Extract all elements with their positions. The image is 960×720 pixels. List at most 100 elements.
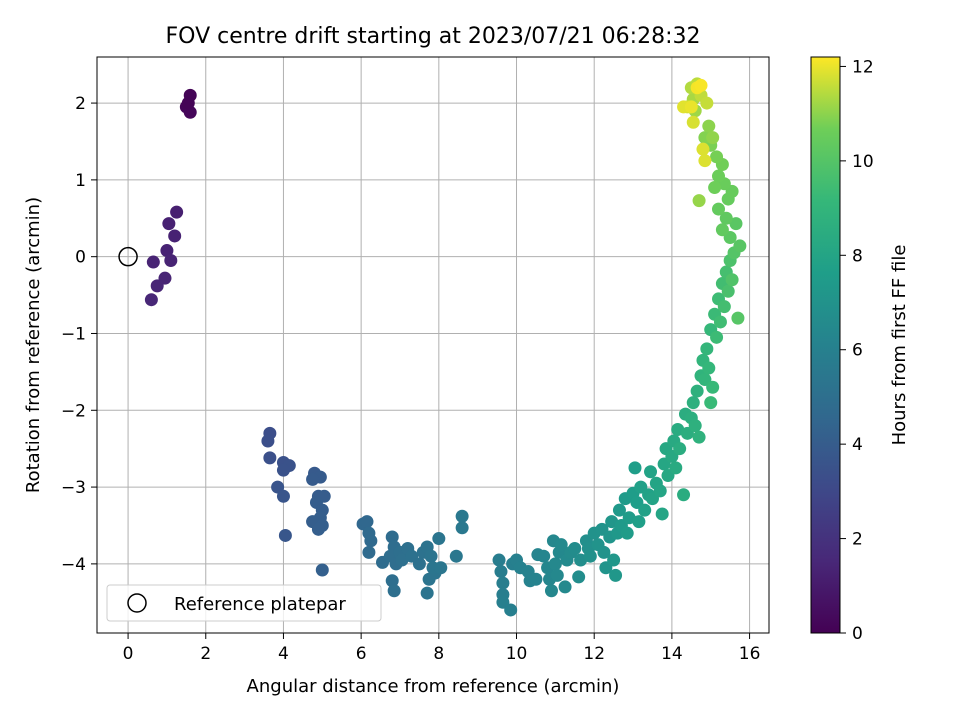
scatter-point xyxy=(550,568,564,582)
x-tick-label: 12 xyxy=(583,644,605,664)
reference-platepar-marker xyxy=(118,246,138,267)
scatter-point xyxy=(607,553,621,567)
scatter-point xyxy=(572,570,586,584)
x-tick-label: 14 xyxy=(661,644,683,664)
grid-lines xyxy=(97,57,769,633)
scatter-point xyxy=(717,300,731,314)
legend-box xyxy=(106,584,382,622)
scatter-point xyxy=(432,532,446,546)
scatter-point xyxy=(719,211,733,225)
colorbar-tick-label: 12 xyxy=(852,57,874,77)
plot-frame xyxy=(96,56,770,634)
scatter-point xyxy=(684,100,698,114)
scatter-point xyxy=(504,603,518,617)
scatter-point xyxy=(677,488,691,502)
scatter-point xyxy=(276,489,290,503)
scatter-point xyxy=(160,244,174,258)
legend: Reference platepar xyxy=(106,584,382,622)
scatter-point xyxy=(554,538,568,552)
scatter-point xyxy=(696,142,710,156)
scatter-point xyxy=(669,461,683,475)
y-tick-label: 2 xyxy=(75,94,86,114)
scatter-point xyxy=(655,507,669,521)
y-tick-label: −2 xyxy=(61,401,86,421)
scatter-point xyxy=(713,315,727,329)
scatter-point xyxy=(261,434,275,448)
scatter-point xyxy=(653,484,667,498)
scatter-point xyxy=(364,534,378,548)
scatter-point xyxy=(644,465,658,479)
colorbar-ticks: 0 2 4 6 8 10 12 xyxy=(840,57,874,644)
scatter-point xyxy=(731,311,745,325)
scatter-point xyxy=(181,96,195,110)
scatter-point xyxy=(698,154,712,168)
scatter-point xyxy=(529,572,543,586)
scatter-point xyxy=(712,202,726,216)
scatter-point xyxy=(276,463,290,477)
scatter-point xyxy=(700,96,714,110)
scatter-point xyxy=(686,396,700,410)
scatter-point xyxy=(162,217,176,231)
scatter-point xyxy=(455,521,469,535)
scatter-point xyxy=(558,580,572,594)
scatter-point xyxy=(362,545,376,559)
scatter-point xyxy=(385,530,399,544)
scatter-point xyxy=(494,565,508,579)
colorbar-tick-label: 6 xyxy=(852,341,863,361)
colorbar-tick-label: 4 xyxy=(852,435,863,455)
y-tick-label: −1 xyxy=(61,324,86,344)
scatter-point xyxy=(597,545,611,559)
x-tick-label: 4 xyxy=(278,644,289,664)
colorbar-tick-label: 0 xyxy=(852,624,863,644)
scatter-point xyxy=(278,528,292,542)
scatter-point xyxy=(164,254,178,268)
colorbar-tick-label: 8 xyxy=(852,246,863,266)
x-tick-label: 16 xyxy=(739,644,761,664)
scatter-point xyxy=(263,451,277,465)
y-tick-label: 1 xyxy=(75,171,86,191)
scatter-point xyxy=(496,576,510,590)
scatter-point xyxy=(387,584,401,598)
colorbar-label: Hours from first FF file xyxy=(889,245,910,446)
scatter-point xyxy=(710,330,724,344)
scatter-point xyxy=(706,380,720,394)
scatter-point xyxy=(170,205,184,219)
scatter-point xyxy=(420,586,434,600)
scatter-point xyxy=(721,284,735,298)
y-tick-label: −4 xyxy=(61,555,86,575)
scatter-point xyxy=(704,396,718,410)
scatter-point xyxy=(702,119,716,133)
y-axis-label: Rotation from reference (arcmin) xyxy=(23,197,44,493)
y-axis-ticks: −4 −3 −2 −1 0 1 2 xyxy=(61,94,97,575)
scatter-point xyxy=(628,461,642,475)
scatter-point xyxy=(612,503,626,517)
scatter-point xyxy=(548,557,562,571)
scatter-point xyxy=(315,563,329,577)
scatter-point xyxy=(360,515,374,529)
scatter-point xyxy=(449,549,463,563)
scatter-point xyxy=(492,553,506,567)
colorbar xyxy=(810,56,841,634)
colorbar-tick-label: 10 xyxy=(852,152,874,172)
scatter-point xyxy=(537,549,551,563)
scatter-point xyxy=(632,515,646,529)
scatter-points xyxy=(144,77,747,617)
legend-label: Reference platepar xyxy=(174,594,346,615)
scatter-point xyxy=(412,557,426,571)
x-axis-ticks: 0 2 4 6 8 10 12 14 16 xyxy=(123,633,761,664)
scatter-point xyxy=(692,194,706,208)
scatter-point xyxy=(609,568,623,582)
scatter-point xyxy=(729,217,743,231)
x-tick-label: 8 xyxy=(433,644,444,664)
scatter-point xyxy=(688,419,702,433)
scatter-point xyxy=(712,169,726,183)
scatter-point xyxy=(455,509,469,523)
scatter-point xyxy=(715,223,729,237)
scatter-point xyxy=(144,293,158,307)
scatter-point xyxy=(692,430,706,444)
scatter-point xyxy=(544,584,558,598)
scatter-point xyxy=(673,442,687,456)
scatter-point xyxy=(700,342,714,356)
scatter-point xyxy=(146,255,160,269)
